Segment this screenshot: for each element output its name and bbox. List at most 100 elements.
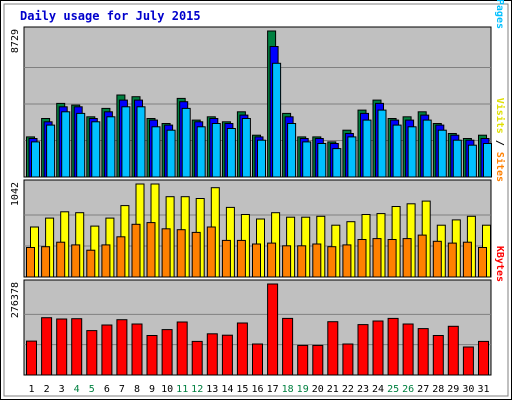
bar-kbytes-day-9: [146, 335, 158, 376]
legend-kbytes: KBytes: [494, 246, 505, 282]
x-tick-label-day-10: 10: [161, 384, 173, 395]
bar-kbytes-day-19: [297, 344, 309, 376]
legend-item: Sites: [494, 152, 506, 182]
x-axis: 1 2 3 4 5 6 7 8 9 10 11 12 13 14 15 16 17 18 19 20 21 22 23 24 2…: [28, 384, 489, 395]
bar-pages-day-30: [467, 144, 477, 178]
bar-kbytes-day-5: [86, 330, 98, 376]
bar-sites-day-7: [116, 236, 126, 278]
bar-kbytes-day-3: [56, 318, 68, 376]
bar-pages-day-5: [91, 121, 101, 178]
x-tick-label-day-2: 2: [44, 384, 50, 395]
bar-kbytes-day-1: [26, 340, 37, 376]
bar-pages-day-12: [196, 126, 206, 178]
bar-kbytes-day-29: [447, 325, 459, 376]
bar-kbytes-day-7: [116, 319, 128, 376]
bar-sites-day-6: [101, 244, 111, 278]
bar-kbytes-day-13: [206, 333, 218, 376]
bar-pages-day-28: [437, 129, 447, 178]
bar-sites-day-18: [282, 245, 292, 278]
bar-pages-day-29: [452, 139, 462, 178]
bar-sites-day-22: [342, 244, 352, 278]
bar-pages-day-24: [377, 109, 387, 178]
bar-pages-day-23: [362, 119, 372, 178]
bar-kbytes-day-22: [342, 343, 354, 376]
bar-sites-day-2: [41, 246, 51, 278]
bar-kbytes-day-10: [161, 329, 173, 376]
bar-pages-day-7: [121, 106, 131, 178]
bar-pages-day-14: [226, 128, 236, 178]
bar-kbytes-day-23: [357, 324, 369, 376]
y-max-label: 1042: [10, 182, 21, 206]
x-tick-label-day-28: 28: [432, 384, 444, 395]
panel-kbytes: 276378 KBytes: [10, 246, 505, 376]
legend-item: /: [494, 134, 505, 152]
bar-kbytes-day-24: [372, 320, 384, 376]
bar-sites-day-1: [26, 247, 35, 278]
x-tick-label-day-4: 4: [74, 384, 80, 395]
bar-kbytes-day-21: [327, 321, 339, 376]
legend-visits_sites: Visits / Sites: [494, 98, 506, 182]
x-tick-label-day-14: 14: [221, 384, 233, 395]
bar-sites-day-29: [447, 242, 457, 278]
x-tick-label-day-13: 13: [206, 384, 218, 395]
x-tick-label-day-1: 1: [28, 384, 34, 395]
bar-pages-day-10: [166, 129, 176, 178]
bar-kbytes-day-11: [176, 321, 188, 376]
x-tick-label-day-29: 29: [447, 384, 459, 395]
x-tick-label-day-12: 12: [191, 384, 203, 395]
bar-sites-day-8: [131, 223, 141, 278]
bar-sites-day-13: [206, 226, 216, 278]
bar-kbytes-day-14: [221, 334, 233, 376]
bar-sites-day-21: [327, 246, 337, 278]
bar-pages-day-26: [407, 126, 417, 178]
bar-pages-day-27: [422, 119, 432, 178]
bar-pages-day-1: [31, 141, 40, 178]
bar-sites-day-23: [357, 239, 367, 278]
bar-sites-day-9: [146, 222, 156, 278]
bar-kbytes-day-12: [191, 340, 203, 376]
bar-pages-day-16: [257, 139, 266, 178]
x-tick-label-day-22: 22: [342, 384, 354, 395]
bar-kbytes-day-4: [71, 318, 83, 376]
bar-sites-day-17: [267, 242, 277, 278]
bar-kbytes-day-18: [282, 317, 294, 376]
bar-kbytes-day-28: [432, 335, 444, 376]
bar-pages-day-17: [272, 62, 282, 178]
bar-pages-day-22: [347, 136, 357, 178]
bar-sites-day-3: [56, 241, 66, 278]
bar-sites-day-14: [221, 239, 231, 278]
panel-hits_files_pages: 8729 Hits / Files / Pages: [10, 0, 506, 178]
x-tick-label-day-21: 21: [327, 384, 339, 395]
x-tick-label-day-31: 31: [477, 384, 489, 395]
bar-pages-day-19: [302, 141, 312, 178]
x-tick-label-day-25: 25: [387, 384, 399, 395]
bar-sites-day-12: [191, 231, 201, 278]
bar-kbytes-day-26: [402, 323, 414, 376]
x-tick-label-day-19: 19: [297, 384, 309, 395]
bar-pages-day-18: [287, 123, 297, 178]
chart-panels: 8729 Hits / Files / Pages 1042 Visits / Sit…: [10, 0, 506, 376]
bar-kbytes-day-20: [312, 344, 324, 376]
bar-sites-day-20: [312, 243, 322, 278]
legend-item: Visits: [494, 98, 506, 134]
chart-title: Daily usage for July 2015: [20, 9, 201, 23]
bar-pages-day-31: [483, 143, 492, 178]
y-max-label: 8729: [10, 29, 21, 53]
bar-sites-day-27: [417, 234, 427, 278]
x-tick-label-day-18: 18: [282, 384, 294, 395]
x-tick-label-day-8: 8: [134, 384, 140, 395]
bar-kbytes-day-6: [101, 324, 113, 376]
bar-pages-day-6: [106, 116, 116, 178]
bar-kbytes-day-15: [236, 322, 248, 376]
bar-kbytes-day-30: [462, 346, 474, 376]
bar-kbytes-day-17: [267, 283, 279, 376]
bar-pages-day-20: [317, 143, 327, 178]
bar-sites-day-4: [71, 244, 81, 278]
bar-pages-day-2: [46, 124, 56, 178]
bar-sites-day-31: [478, 247, 487, 278]
legend-hits_files_pages: Hits / Files / Pages: [494, 0, 506, 29]
bar-sites-day-30: [462, 241, 472, 278]
legend-item: KBytes: [494, 246, 505, 282]
bar-sites-day-5: [86, 249, 96, 278]
